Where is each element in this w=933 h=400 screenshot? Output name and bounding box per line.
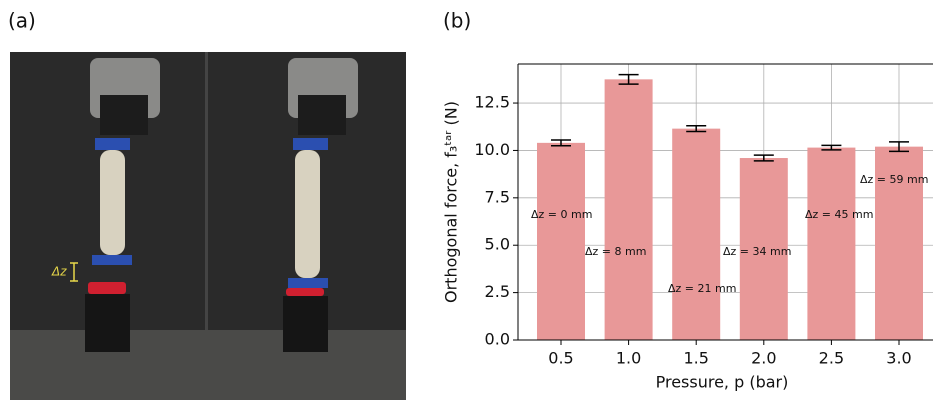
x-tick-label: 2.0 (751, 349, 776, 368)
x-axis-label: Pressure, p (bar) (656, 373, 789, 392)
y-tick-label: 10.0 (474, 140, 510, 159)
x-tick-label: 1.5 (683, 349, 708, 368)
bar (739, 158, 788, 340)
annotation: Δz = 21 mm (668, 282, 736, 295)
y-axis-label: Orthogonal force, f₃ᵗᵃʳ (N) (442, 101, 461, 303)
bar (672, 128, 721, 340)
x-tick-label: 1.0 (616, 349, 641, 368)
y-tick-label: 7.5 (485, 187, 510, 206)
annotation: Δz = 45 mm (805, 208, 873, 221)
error-bar (889, 141, 909, 153)
panel-label: (a) (8, 9, 36, 33)
y-tick-label: 2.5 (485, 282, 510, 301)
annotation: Δz = 8 mm (585, 245, 646, 258)
error-bar (686, 125, 707, 133)
bar (807, 147, 856, 340)
photo: Δz (10, 52, 406, 400)
error-bar (821, 144, 842, 151)
axes-frame (517, 63, 933, 341)
panel-label: (b) (443, 9, 471, 33)
y-tick-label: 5.0 (485, 235, 510, 254)
y-tick-label: 0.0 (485, 330, 510, 349)
bar (875, 146, 923, 340)
error-bar (753, 154, 774, 162)
error-bar (551, 139, 571, 147)
x-tick-label: 3.0 (886, 349, 911, 368)
x-tick-label: 2.5 (819, 349, 844, 368)
bar (604, 79, 653, 340)
photo-annotation: Δz (51, 265, 67, 279)
error-bar (618, 73, 639, 85)
bar (537, 142, 585, 340)
annotation: Δz = 59 mm (860, 173, 928, 186)
y-tick-label: 12.5 (474, 93, 510, 112)
annotation: Δz = 0 mm (531, 208, 592, 221)
annotation: Δz = 34 mm (723, 245, 791, 258)
x-tick-label: 0.5 (548, 349, 573, 368)
